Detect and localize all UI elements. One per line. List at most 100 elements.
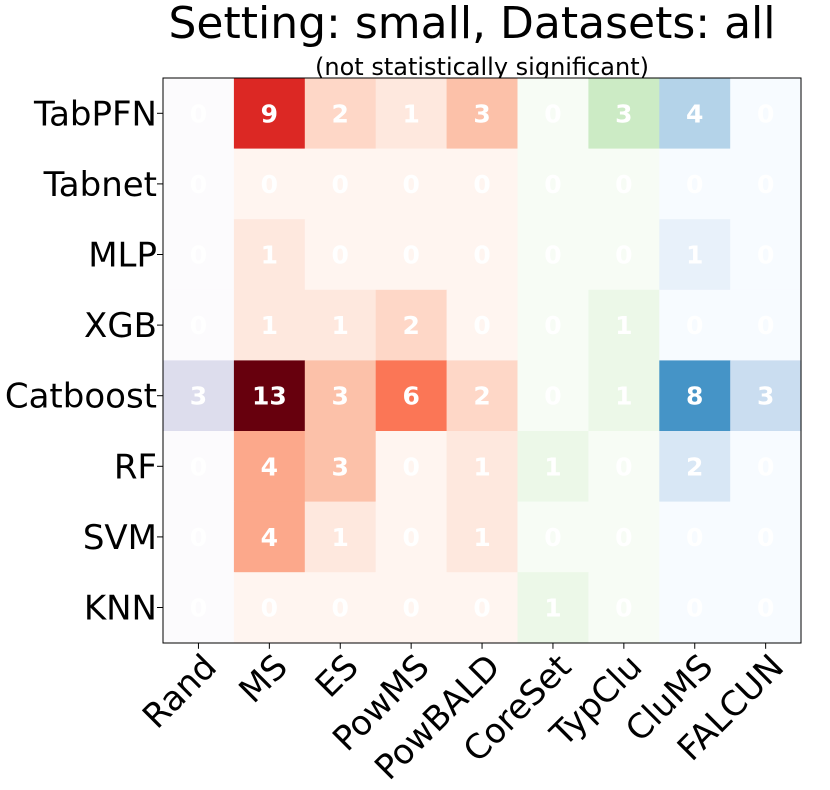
heatmap-cell xyxy=(588,572,660,644)
cell-value-label: 1 xyxy=(332,523,349,552)
heatmap-cell xyxy=(446,360,518,432)
cell-value-label: 4 xyxy=(261,452,278,481)
heatmap-cell xyxy=(730,148,802,220)
cell-value-label: 2 xyxy=(473,382,490,411)
cell-value-label: 13 xyxy=(252,382,287,411)
y-tick-label: RF xyxy=(114,447,157,487)
cell-value-label: 0 xyxy=(544,241,561,270)
heatmap-cell xyxy=(446,431,518,503)
cell-value-label: 4 xyxy=(686,99,703,128)
heatmap-cell xyxy=(304,78,377,150)
y-tick-label: Catboost xyxy=(5,377,157,417)
cell-value-label: 6 xyxy=(402,382,419,411)
cell-value-label: 0 xyxy=(544,99,561,128)
cell-value-label: 0 xyxy=(757,594,774,623)
cell-value-label: 3 xyxy=(757,382,774,411)
cell-value-label: 1 xyxy=(544,452,561,481)
cell-value-label: 0 xyxy=(544,523,561,552)
heatmap-cell xyxy=(730,501,802,573)
heatmap-cell xyxy=(304,431,377,503)
heatmap-cell xyxy=(588,219,660,291)
heatmap-cell xyxy=(304,289,377,361)
cell-value-label: 1 xyxy=(261,241,278,270)
cell-value-label: 0 xyxy=(190,452,207,481)
cell-value-label: 0 xyxy=(332,594,349,623)
heatmap-cell xyxy=(233,148,306,220)
cell-value-label: 0 xyxy=(332,241,349,270)
heatmap-cell xyxy=(659,360,731,432)
cell-value-label: 8 xyxy=(686,382,703,411)
heatmap-cell xyxy=(163,78,235,150)
heatmap-cell xyxy=(163,289,235,361)
cell-value-label: 0 xyxy=(686,311,703,340)
cell-value-label: 0 xyxy=(686,594,703,623)
cell-value-label: 1 xyxy=(615,382,632,411)
cell-value-label: 0 xyxy=(757,170,774,199)
y-tick-label: MLP xyxy=(88,236,157,276)
heatmap-cell xyxy=(588,360,660,432)
heatmap-cell xyxy=(517,501,589,573)
cell-value-label: 0 xyxy=(615,594,632,623)
y-tick-label: Tabnet xyxy=(43,165,157,205)
y-axis-ticks: TabPFN Tabnet MLP XGB Catboost RF SVM KNN xyxy=(5,94,163,629)
heatmap-cell xyxy=(659,431,731,503)
heatmap-cell xyxy=(659,78,731,150)
heatmap-cell xyxy=(375,148,448,220)
heatmap-cell xyxy=(588,501,660,573)
heatmap-cell xyxy=(163,148,235,220)
heatmap-cell xyxy=(446,219,518,291)
x-tick-label: MS xyxy=(231,647,295,711)
heatmap-cell xyxy=(517,289,589,361)
heatmap-cell xyxy=(517,431,589,503)
cell-value-label: 0 xyxy=(190,241,207,270)
cell-value-label: 1 xyxy=(544,594,561,623)
heatmap-cell xyxy=(304,148,377,220)
cell-value-label: 0 xyxy=(615,523,632,552)
heatmap-cells: 0 9 2 1 3 0 3 4 00 0 0 0 0 0 0 0 00 1 0 0 0 0 0 1 00 1 1 2 0 0 1 0 03 13 3… xyxy=(163,78,802,644)
cell-value-label: 0 xyxy=(473,170,490,199)
heatmap-cell xyxy=(375,501,448,573)
heatmap-cell xyxy=(233,572,306,644)
cell-value-label: 2 xyxy=(686,452,703,481)
cell-value-label: 0 xyxy=(615,170,632,199)
cell-value-label: 3 xyxy=(190,382,207,411)
heatmap-cell xyxy=(517,148,589,220)
heatmap-cell xyxy=(730,78,802,150)
cell-value-label: 0 xyxy=(261,170,278,199)
heatmap-cell xyxy=(233,219,306,291)
heatmap-cell xyxy=(517,78,589,150)
heatmap-cell xyxy=(588,289,660,361)
cell-value-label: 3 xyxy=(332,382,349,411)
heatmap-cell xyxy=(588,148,660,220)
cell-value-label: 0 xyxy=(757,241,774,270)
cell-value-label: 1 xyxy=(402,99,419,128)
cell-value-label: 0 xyxy=(190,311,207,340)
cell-value-label: 0 xyxy=(615,241,632,270)
heatmap-cell xyxy=(375,360,448,432)
heatmap-cell xyxy=(517,360,589,432)
heatmap-cell xyxy=(588,78,660,150)
heatmap-cell xyxy=(233,289,306,361)
chart-title: Setting: small, Datasets: all xyxy=(169,0,776,49)
cell-value-label: 0 xyxy=(402,170,419,199)
cell-value-label: 0 xyxy=(190,594,207,623)
heatmap-cell xyxy=(730,360,802,432)
cell-value-label: 3 xyxy=(615,99,632,128)
y-tick-label: TabPFN xyxy=(33,94,157,134)
cell-value-label: 0 xyxy=(190,170,207,199)
x-axis-ticks: Rand MS ESPowMSPowBALDCoreSetTypCluCluMSFA… xyxy=(135,642,792,788)
cell-value-label: 1 xyxy=(261,311,278,340)
heatmap-cell xyxy=(163,431,235,503)
cell-value-label: 2 xyxy=(332,99,349,128)
cell-value-label: 0 xyxy=(332,170,349,199)
heatmap-cell xyxy=(730,219,802,291)
heatmap-cell xyxy=(304,360,377,432)
cell-value-label: 1 xyxy=(332,311,349,340)
x-tick-label: ES xyxy=(308,647,367,706)
cell-value-label: 0 xyxy=(402,452,419,481)
heatmap-cell xyxy=(163,219,235,291)
cell-value-label: 3 xyxy=(332,452,349,481)
cell-value-label: 9 xyxy=(261,99,278,128)
heatmap-cell xyxy=(446,501,518,573)
